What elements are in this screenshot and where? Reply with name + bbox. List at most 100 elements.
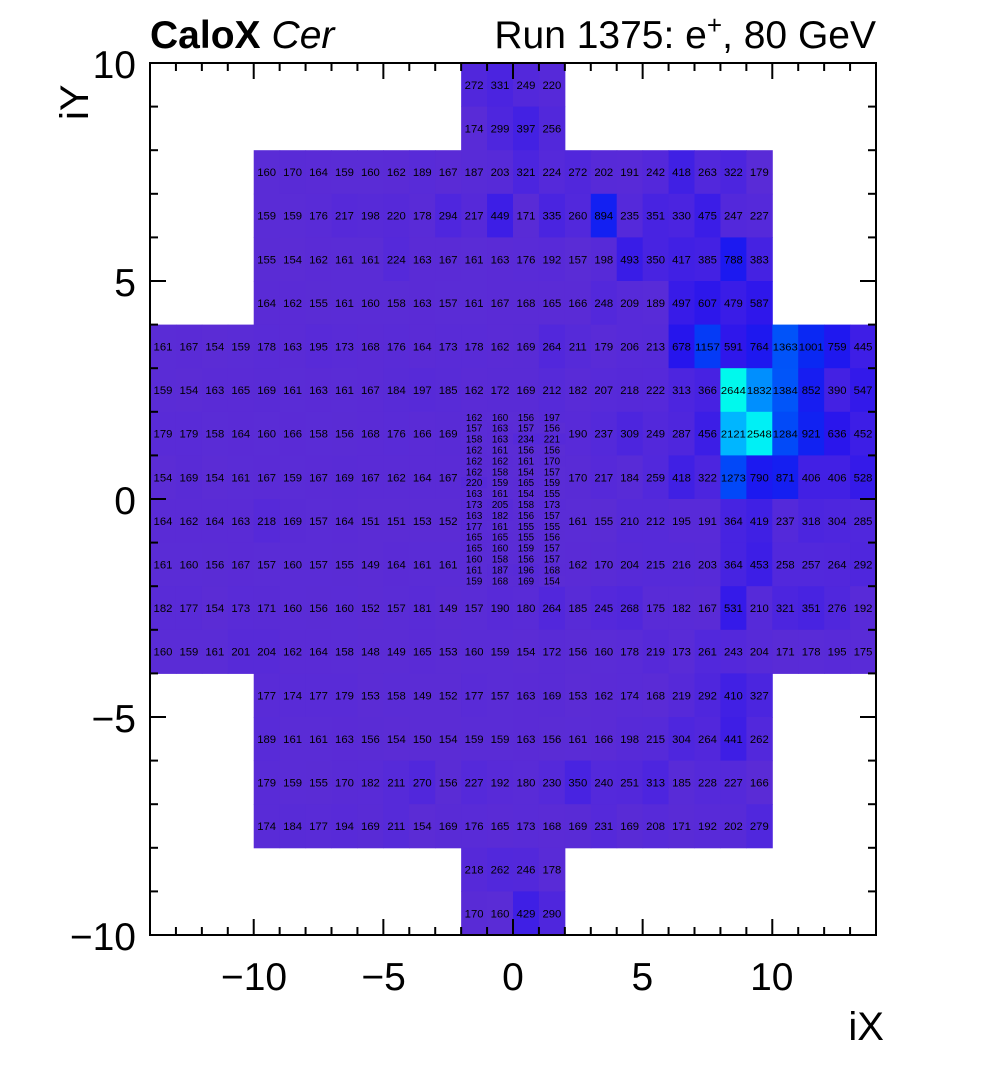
cell-value: 213 — [646, 341, 665, 353]
heatmap-cell — [590, 193, 618, 238]
heatmap-cell — [824, 499, 851, 544]
heatmap-cell — [513, 760, 540, 805]
heatmap-cell — [331, 324, 358, 369]
cell-value: 178 — [620, 647, 639, 659]
cell-value: 171 — [257, 603, 276, 615]
heatmap-cell — [746, 499, 773, 544]
heatmap-cell — [357, 281, 384, 326]
cell-value: 852 — [802, 385, 821, 397]
cell-value: 165 — [466, 544, 483, 555]
cell-value: 160 — [283, 559, 302, 571]
cell-value: 198 — [361, 211, 380, 223]
heatmap-cell — [279, 542, 307, 587]
cell-value: 157 — [439, 298, 458, 310]
heatmap-cell — [305, 368, 332, 413]
cell-value: 154 — [205, 603, 224, 615]
cell-value: 179 — [179, 429, 198, 441]
cell-value: 264 — [542, 341, 561, 353]
cell-value: 178 — [542, 865, 561, 877]
heatmap-cell — [487, 324, 514, 369]
heatmap-cell — [642, 455, 670, 500]
heatmap-cell — [305, 673, 332, 718]
cell-value: 168 — [544, 565, 561, 576]
heatmap-cell — [590, 237, 618, 282]
cell-value: 151 — [387, 516, 406, 528]
heatmap-cell — [694, 237, 721, 282]
heatmap-cell — [201, 629, 229, 674]
cell-value: 155 — [257, 254, 276, 266]
heatmap-cell — [642, 324, 670, 369]
cell-value: 152 — [361, 603, 380, 615]
cell-value: 258 — [776, 559, 795, 571]
cell-value: 170 — [594, 559, 613, 571]
cell-value: 206 — [620, 341, 639, 353]
cell-value: 162 — [466, 413, 482, 424]
cell-value: 1157 — [695, 342, 720, 353]
cell-value: 195 — [672, 516, 691, 528]
heatmap-cell — [616, 193, 644, 238]
heatmap-cell — [538, 281, 566, 326]
heatmap-cell — [487, 673, 514, 718]
cell-value: 159 — [466, 576, 482, 587]
heatmap-cell — [850, 324, 877, 369]
cell-value: 211 — [387, 777, 405, 789]
heatmap-cell — [513, 586, 540, 631]
heatmap-cell — [694, 281, 721, 326]
cell-value: 155 — [594, 516, 613, 528]
heatmap-cell — [435, 673, 462, 718]
cell-value: 456 — [698, 429, 717, 441]
heatmap-cell — [435, 193, 462, 238]
cell-value: 170 — [465, 908, 484, 920]
cell-value: 309 — [620, 429, 639, 441]
heatmap-cell — [798, 629, 825, 674]
heatmap-cell — [461, 891, 488, 936]
plot-title-right: Run 1375: e+, 80 GeV — [494, 10, 876, 57]
cell-value: 211 — [569, 341, 587, 353]
cell-value: 162 — [466, 456, 482, 467]
heatmap-cell — [487, 150, 514, 195]
heatmap-cell — [850, 411, 877, 456]
heatmap-cell — [461, 804, 488, 849]
heatmap-cell — [720, 455, 747, 500]
cell-value: 217 — [465, 211, 484, 223]
heatmap-cell — [461, 368, 488, 413]
heatmap-cell — [720, 281, 747, 326]
heatmap-cell — [590, 455, 618, 500]
heatmap-cell — [150, 629, 177, 674]
cell-value: 212 — [542, 385, 561, 397]
cell-value: 174 — [283, 690, 302, 702]
cell-value: 190 — [491, 603, 510, 615]
heatmap-cell — [513, 717, 540, 762]
cell-value: 168 — [361, 341, 380, 353]
heatmap-cell — [253, 586, 281, 631]
heatmap-cell — [435, 586, 462, 631]
heatmap-cell — [435, 760, 462, 805]
heatmap-cell — [201, 411, 229, 456]
cell-value: 169 — [568, 821, 587, 833]
heatmap-cell — [694, 760, 721, 805]
cell-value: 175 — [854, 647, 873, 659]
cell-value: 163 — [517, 690, 536, 702]
heatmap-cell — [331, 542, 358, 587]
heatmap-cell — [461, 324, 488, 369]
cell-value: 191 — [620, 167, 639, 179]
cell-value: 159 — [491, 647, 510, 659]
cell-value: 185 — [672, 777, 691, 789]
cell-value: 304 — [672, 734, 691, 746]
heatmap-cell — [564, 760, 592, 805]
cell-value: 161 — [335, 298, 354, 310]
cell-value: 418 — [672, 167, 691, 179]
heatmap-cell — [616, 324, 644, 369]
heatmap-cell — [668, 193, 695, 238]
cell-value: 161 — [492, 489, 508, 500]
heatmap-cell — [746, 368, 773, 413]
cell-value: 209 — [620, 298, 639, 310]
heatmap-cell — [513, 63, 540, 108]
heatmap-cell — [513, 564, 540, 576]
cell-value: 154 — [518, 489, 535, 500]
cell-value: 192 — [491, 777, 510, 789]
heatmap-cell — [746, 455, 773, 500]
cell-value: 163 — [335, 734, 354, 746]
cell-value: 217 — [335, 211, 354, 223]
